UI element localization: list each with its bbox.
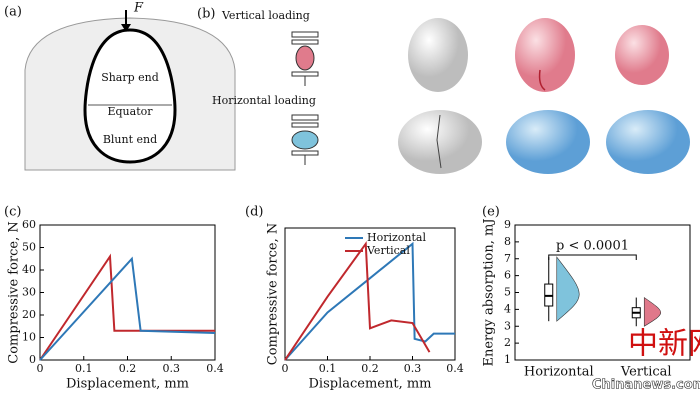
egg-image (398, 110, 482, 174)
x-tick-label: Vertical (620, 365, 672, 380)
y-tick-label: 60 (22, 218, 36, 231)
x-axis-label: Displacement, mm (309, 377, 432, 392)
blunt-label: Blunt end (103, 133, 157, 146)
egg-image (506, 110, 590, 174)
crack (436, 114, 442, 169)
x-tick-label: 0.3 (404, 362, 422, 375)
x-tick-label: 0.4 (446, 362, 464, 375)
y-axis-label: Compressive force, N (266, 223, 281, 365)
egg-outline (83, 28, 177, 164)
horizontal-label: Horizontal loading (212, 94, 316, 107)
panel-label: (c) (4, 205, 21, 220)
annotation: p < 0.0001 (556, 239, 629, 254)
x-tick-label: 0 (37, 362, 44, 375)
y-tick-label: 8 (504, 235, 511, 248)
axes-frame (39, 224, 216, 361)
line (39, 253, 215, 361)
egg-image (515, 18, 575, 92)
legend-label: Vertical (366, 244, 410, 257)
x-axis-label: Displacement, mm (66, 377, 189, 392)
x-tick-label: 0.2 (361, 362, 379, 375)
y-tick-label: 6 (504, 269, 511, 282)
y-tick-label: 5 (504, 286, 511, 299)
y-axis-label: Compressive force, N (7, 221, 22, 363)
x-tick-label: 0.1 (75, 362, 93, 375)
y-tick-label: 2 (504, 336, 511, 349)
y-tick-label: 1 (504, 353, 511, 366)
y-tick-label: 30 (22, 286, 36, 299)
panel-a: (a) F Sharp end Equator Blunt end (4, 1, 236, 171)
panel-label: (b) (197, 7, 215, 22)
arrowhead (121, 24, 131, 32)
x-tick-label: 0.1 (319, 362, 337, 375)
y-tick-label: 0 (29, 353, 36, 366)
crack (538, 69, 546, 91)
x-tick-label: Horizontal (524, 365, 594, 380)
violin (556, 256, 580, 322)
x-tick-label: 0.3 (163, 362, 181, 375)
violin (643, 296, 662, 327)
y-tick-label: 3 (504, 319, 511, 332)
line (284, 241, 455, 361)
vertical-label: Vertical loading (221, 9, 310, 22)
sharp-label: Sharp end (101, 71, 159, 84)
watermark: 中新网 (628, 327, 700, 362)
force-label: F (133, 1, 144, 16)
y-tick-label: 40 (22, 263, 36, 276)
line (39, 256, 216, 361)
panel-label: (e) (482, 205, 500, 220)
y-tick-label: 50 (22, 241, 36, 254)
panel-label: (d) (245, 205, 263, 220)
y-tick-label: 9 (504, 218, 511, 231)
y-tick-label: 7 (504, 252, 511, 265)
x-tick-label: 0.4 (206, 362, 224, 375)
egg-image (615, 25, 669, 85)
x-tick-label: 0.2 (119, 362, 137, 375)
loading-icons (291, 31, 319, 165)
legend-label: Horizontal (367, 231, 426, 244)
panel-label: (a) (4, 5, 22, 20)
egg-image (408, 18, 468, 92)
y-tick-label: 4 (504, 302, 511, 315)
x-tick-label: 0 (282, 362, 289, 375)
egg-image (606, 110, 690, 174)
bracket (548, 254, 637, 260)
equator-label: Equator (107, 105, 153, 118)
watermark: Chinanews.com (592, 378, 700, 393)
panel-b: (b) Vertical loading Horizontal loading (197, 7, 690, 174)
line (284, 240, 431, 361)
y-tick-label: 20 (22, 308, 36, 321)
y-axis-label: Energy absorption, mJ (482, 218, 497, 366)
y-tick-label: 10 (22, 331, 36, 344)
